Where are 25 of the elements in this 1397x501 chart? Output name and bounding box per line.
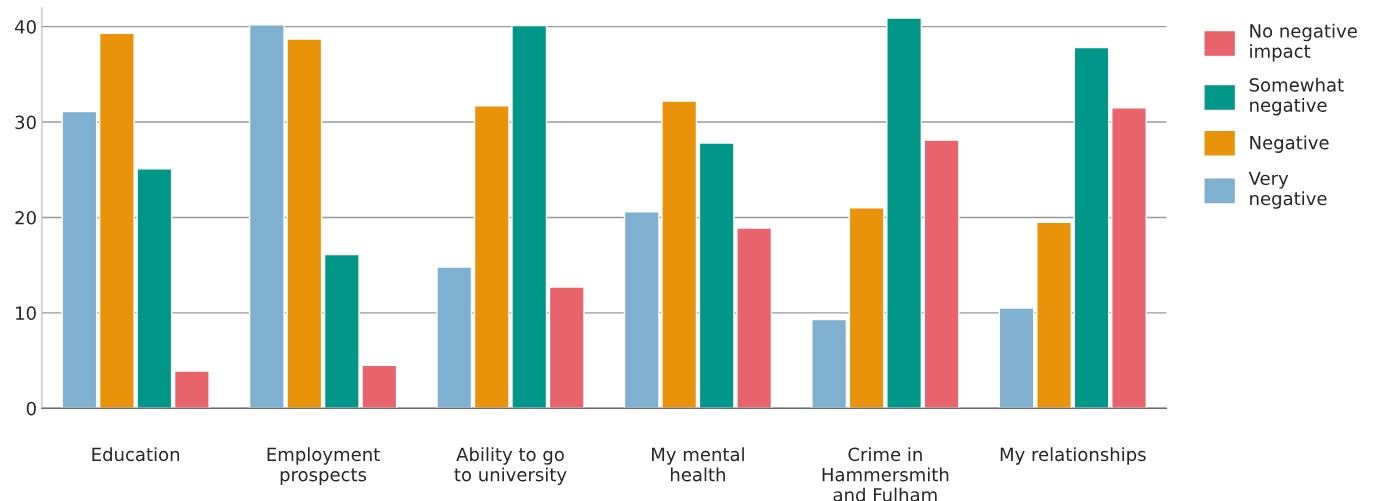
x-tick-label: My relationships [1000, 447, 1146, 465]
bar [923, 139, 960, 409]
legend-label: Very negative [1248, 171, 1327, 209]
bar [1036, 221, 1072, 409]
x-tick-label: My mental health [652, 447, 744, 482]
bar [998, 307, 1035, 409]
legend-label: Negative [1250, 135, 1329, 153]
x-tick-label: Ability to go to university [454, 447, 567, 485]
x-tick-label: Education [92, 447, 180, 462]
y-tick-label: 40 [14, 20, 36, 34]
x-tick-label: Crime in Hammersmith and Fulham [822, 447, 949, 501]
bar [1073, 46, 1110, 409]
y-tick-label: 20 [15, 210, 36, 225]
bar [811, 318, 848, 409]
bar [1111, 107, 1147, 409]
bar [173, 370, 210, 409]
legend-label: Somewhat negative [1249, 77, 1344, 116]
bar [436, 266, 473, 409]
y-tick-label: 30 [15, 115, 36, 130]
bar [61, 110, 98, 409]
bar [548, 286, 585, 409]
y-tick-label: 0 [26, 401, 36, 416]
y-tick-label: 10 [16, 306, 36, 320]
x-tick-label: Employment prospects [267, 447, 380, 485]
legend-label: No negative impact [1250, 23, 1357, 62]
